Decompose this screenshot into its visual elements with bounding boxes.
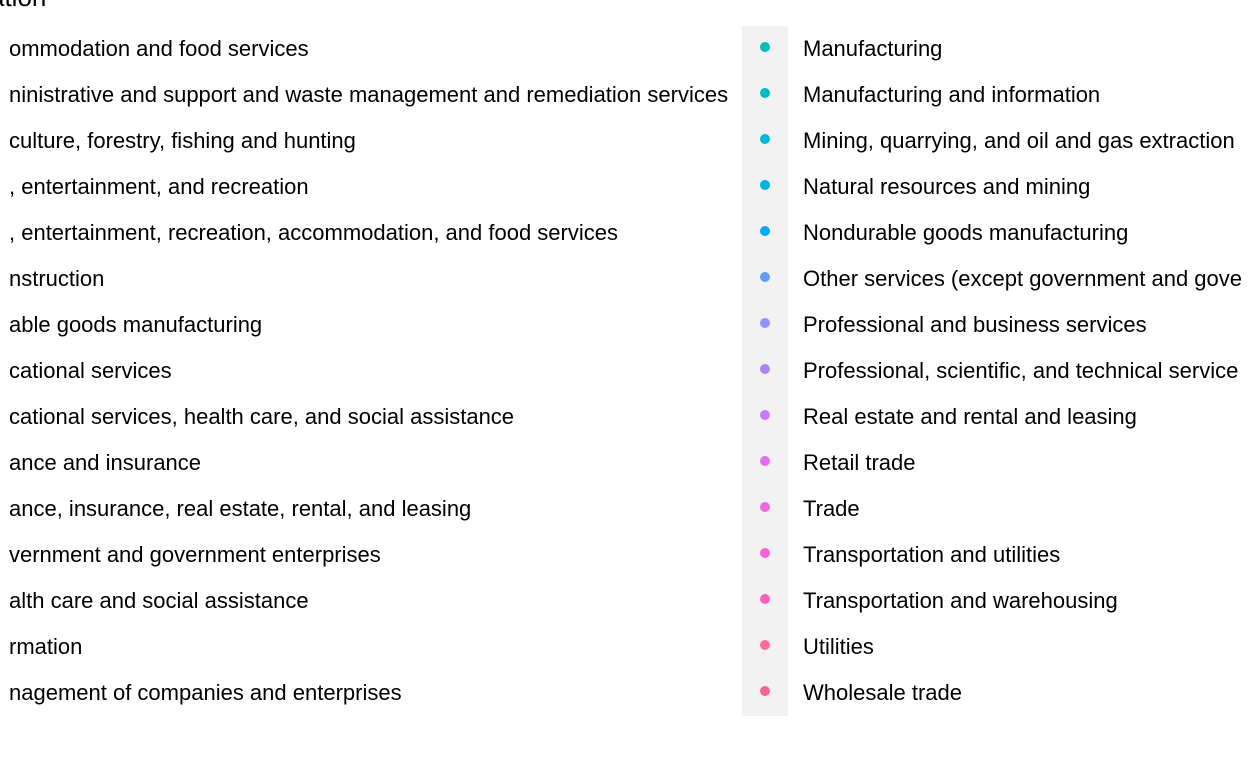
legend-item: rmation (0, 624, 728, 670)
legend-key (742, 486, 788, 532)
legend-key (742, 394, 788, 440)
legend-key (742, 210, 788, 256)
legend-dot-icon (760, 548, 770, 558)
legend-label: Natural resources and mining (803, 174, 1091, 199)
legend-item: cational services (0, 348, 728, 394)
legend-dot-icon (760, 318, 770, 328)
legend-dot-icon (760, 364, 770, 374)
legend-dot-icon (760, 272, 770, 282)
legend-dot-icon (760, 134, 770, 144)
legend-label: Manufacturing and information (803, 82, 1101, 107)
legend-key (742, 26, 788, 72)
legend-item: alth care and social assistance (0, 578, 728, 624)
legend-label: Other services (except government and go… (803, 266, 1243, 291)
legend-key (742, 578, 788, 624)
legend-item: ance and insurance (0, 440, 728, 486)
legend-dot-icon (760, 410, 770, 420)
legend-label: Professional and business services (803, 312, 1147, 337)
legend-label: culture, forestry, fishing and hunting (9, 128, 356, 153)
legend-item: Other services (except government and go… (742, 256, 1242, 302)
legend-dot-icon (760, 456, 770, 466)
legend-label: ance and insurance (9, 450, 202, 475)
legend-label: alth care and social assistance (9, 588, 309, 613)
legend-key (742, 624, 788, 670)
legend-dot-icon (760, 686, 770, 696)
legend-item: Manufacturing and information (742, 72, 1242, 118)
legend-item: , entertainment, and recreation (0, 164, 728, 210)
legend-label: nagement of companies and enterprises (9, 680, 402, 705)
legend-item: ommodation and food services (0, 26, 728, 72)
legend-item: Mining, quarrying, and oil and gas extra… (742, 118, 1242, 164)
legend-item: Professional and business services (742, 302, 1242, 348)
legend-item: culture, forestry, fishing and hunting (0, 118, 728, 164)
legend-key (742, 532, 788, 578)
legend-dot-icon (760, 180, 770, 190)
legend-label: cational services (9, 358, 172, 383)
legend-label: Mining, quarrying, and oil and gas extra… (803, 128, 1235, 153)
legend-item: ninistrative and support and waste manag… (0, 72, 728, 118)
legend-label: Trade (803, 496, 860, 521)
legend-key (742, 256, 788, 302)
legend-item: Utilities (742, 624, 1242, 670)
legend-label: ommodation and food services (9, 36, 309, 61)
legend-label: Professional, scientific, and technical … (803, 358, 1239, 383)
legend-dot-icon (760, 594, 770, 604)
legend-title: ation (0, 0, 46, 10)
legend-label: Nondurable goods manufacturing (803, 220, 1129, 245)
legend-item: nstruction (0, 256, 728, 302)
legend-dot-icon (760, 640, 770, 650)
legend-column-right: Manufacturing Manufacturing and informati… (742, 26, 1242, 716)
legend-item: Manufacturing (742, 26, 1242, 72)
legend-label: , entertainment, and recreation (9, 174, 309, 199)
legend-item: able goods manufacturing (0, 302, 728, 348)
legend-label: rmation (9, 634, 83, 659)
legend-item: , entertainment, recreation, accommodati… (0, 210, 728, 256)
legend-label: cational services, health care, and soci… (9, 404, 515, 429)
legend-key (742, 164, 788, 210)
legend-label: ninistrative and support and waste manag… (9, 82, 729, 107)
legend-item: Real estate and rental and leasing (742, 394, 1242, 440)
legend-item: nagement of companies and enterprises (0, 670, 728, 716)
legend-item: Transportation and utilities (742, 532, 1242, 578)
legend-label: able goods manufacturing (9, 312, 263, 337)
legend-label: Wholesale trade (803, 680, 962, 705)
legend-item: ance, insurance, real estate, rental, an… (0, 486, 728, 532)
legend-dot-icon (760, 226, 770, 236)
legend-key (742, 670, 788, 716)
legend-item: vernment and government enterprises (0, 532, 728, 578)
legend-item: Wholesale trade (742, 670, 1242, 716)
legend-label: Manufacturing (803, 36, 943, 61)
legend-key (742, 440, 788, 486)
legend-item: Natural resources and mining (742, 164, 1242, 210)
legend-item: cational services, health care, and soci… (0, 394, 728, 440)
legend-item: Retail trade (742, 440, 1242, 486)
legend-label: Real estate and rental and leasing (803, 404, 1137, 429)
legend-item: Nondurable goods manufacturing (742, 210, 1242, 256)
legend-label: Transportation and warehousing (803, 588, 1118, 613)
legend-key (742, 118, 788, 164)
legend-item: Transportation and warehousing (742, 578, 1242, 624)
legend-key (742, 302, 788, 348)
legend-label: nstruction (9, 266, 105, 291)
legend-dot-icon (760, 88, 770, 98)
legend-label: , entertainment, recreation, accommodati… (9, 220, 618, 245)
legend-item: Trade (742, 486, 1242, 532)
legend-dot-icon (760, 42, 770, 52)
legend-label: ance, insurance, real estate, rental, an… (9, 496, 472, 521)
legend-column-left: ommodation and food services ninistrative… (0, 26, 728, 716)
legend-dot-icon (760, 502, 770, 512)
legend-label: Utilities (803, 634, 874, 659)
legend-label: vernment and government enterprises (9, 542, 381, 567)
legend-item: Professional, scientific, and technical … (742, 348, 1242, 394)
legend-key (742, 72, 788, 118)
legend-label: Retail trade (803, 450, 916, 475)
legend-label: Transportation and utilities (803, 542, 1061, 567)
legend-key (742, 348, 788, 394)
